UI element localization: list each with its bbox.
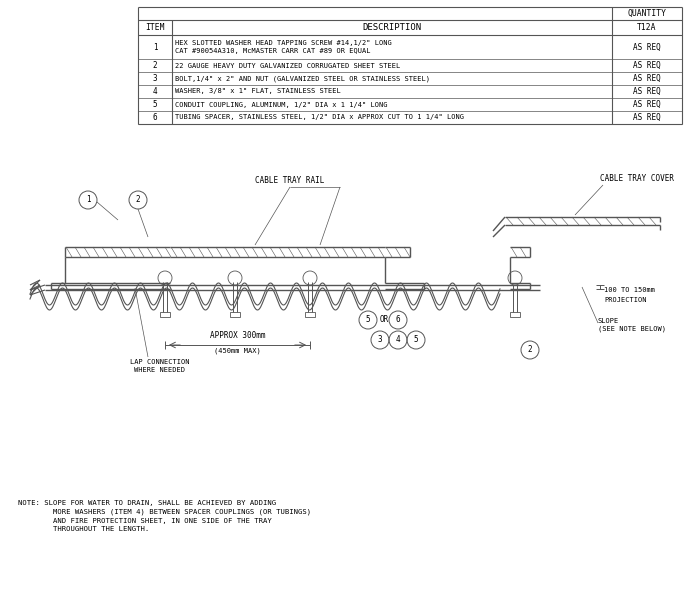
Text: 2: 2	[136, 196, 141, 205]
Text: CABLE TRAY RAIL: CABLE TRAY RAIL	[255, 176, 325, 185]
Bar	[230, 312, 240, 317]
Text: PROJECTION: PROJECTION	[604, 297, 647, 303]
Text: 5: 5	[365, 315, 370, 325]
Text: OR: OR	[380, 315, 389, 325]
Text: BOLT,1/4" x 2" AND NUT (GALVANIZED STEEL OR STAINLESS STEEL): BOLT,1/4" x 2" AND NUT (GALVANIZED STEEL…	[175, 75, 430, 82]
Text: WASHER, 3/8" x 1" FLAT, STAINLESS STEEL: WASHER, 3/8" x 1" FLAT, STAINLESS STEEL	[175, 89, 341, 95]
Text: DESCRIPTION: DESCRIPTION	[363, 23, 422, 32]
Text: 3: 3	[152, 74, 157, 83]
Text: 1: 1	[86, 196, 90, 205]
Bar	[305, 312, 315, 317]
Text: 2: 2	[528, 346, 532, 354]
Text: 100 TO 150mm: 100 TO 150mm	[604, 287, 655, 293]
Text: AS REQ: AS REQ	[633, 87, 661, 96]
Text: 6: 6	[152, 113, 157, 122]
Text: CONDUIT COUPLING, ALUMINUM, 1/2" DIA x 1 1/4" LONG: CONDUIT COUPLING, ALUMINUM, 1/2" DIA x 1…	[175, 101, 388, 108]
Text: 2: 2	[152, 61, 157, 70]
Text: LAP CONNECTION
WHERE NEEDED: LAP CONNECTION WHERE NEEDED	[130, 359, 190, 373]
Text: 3: 3	[378, 336, 382, 344]
Bar	[160, 312, 170, 317]
Text: TUBING SPACER, STAINLESS STEEL, 1/2" DIA x APPROX CUT TO 1 1/4" LONG: TUBING SPACER, STAINLESS STEEL, 1/2" DIA…	[175, 114, 464, 121]
Text: T12A: T12A	[638, 23, 657, 32]
Text: AS REQ: AS REQ	[633, 42, 661, 52]
Text: (450mm MAX): (450mm MAX)	[214, 347, 261, 354]
Text: 4: 4	[396, 336, 400, 344]
Text: AS REQ: AS REQ	[633, 74, 661, 83]
Text: SLOPE
(SEE NOTE BELOW): SLOPE (SEE NOTE BELOW)	[598, 318, 666, 332]
Text: AS REQ: AS REQ	[633, 61, 661, 70]
Text: QUANTITY: QUANTITY	[628, 9, 667, 18]
Text: 5: 5	[413, 336, 418, 344]
Text: 5: 5	[152, 100, 157, 109]
Bar	[510, 312, 520, 317]
Text: NOTE: SLOPE FOR WATER TO DRAIN, SHALL BE ACHIEVED BY ADDING
        MORE WASHERS: NOTE: SLOPE FOR WATER TO DRAIN, SHALL BE…	[18, 500, 311, 532]
Text: 22 GAUGE HEAVY DUTY GALVANIZED CORRUGATED SHEET STEEL: 22 GAUGE HEAVY DUTY GALVANIZED CORRUGATE…	[175, 63, 400, 68]
Text: AS REQ: AS REQ	[633, 113, 661, 122]
Text: CABLE TRAY COVER: CABLE TRAY COVER	[600, 174, 674, 183]
Text: 1: 1	[152, 42, 157, 52]
Text: 4: 4	[152, 87, 157, 96]
Text: HEX SLOTTED WASHER HEAD TAPPING SCREW #14,1/2" LONG
CAT #90054A310, McMASTER CAR: HEX SLOTTED WASHER HEAD TAPPING SCREW #1…	[175, 40, 392, 54]
Text: 6: 6	[396, 315, 400, 325]
Text: AS REQ: AS REQ	[633, 100, 661, 109]
Text: ITEM: ITEM	[145, 23, 165, 32]
Text: APPROX 300mm: APPROX 300mm	[209, 331, 265, 340]
